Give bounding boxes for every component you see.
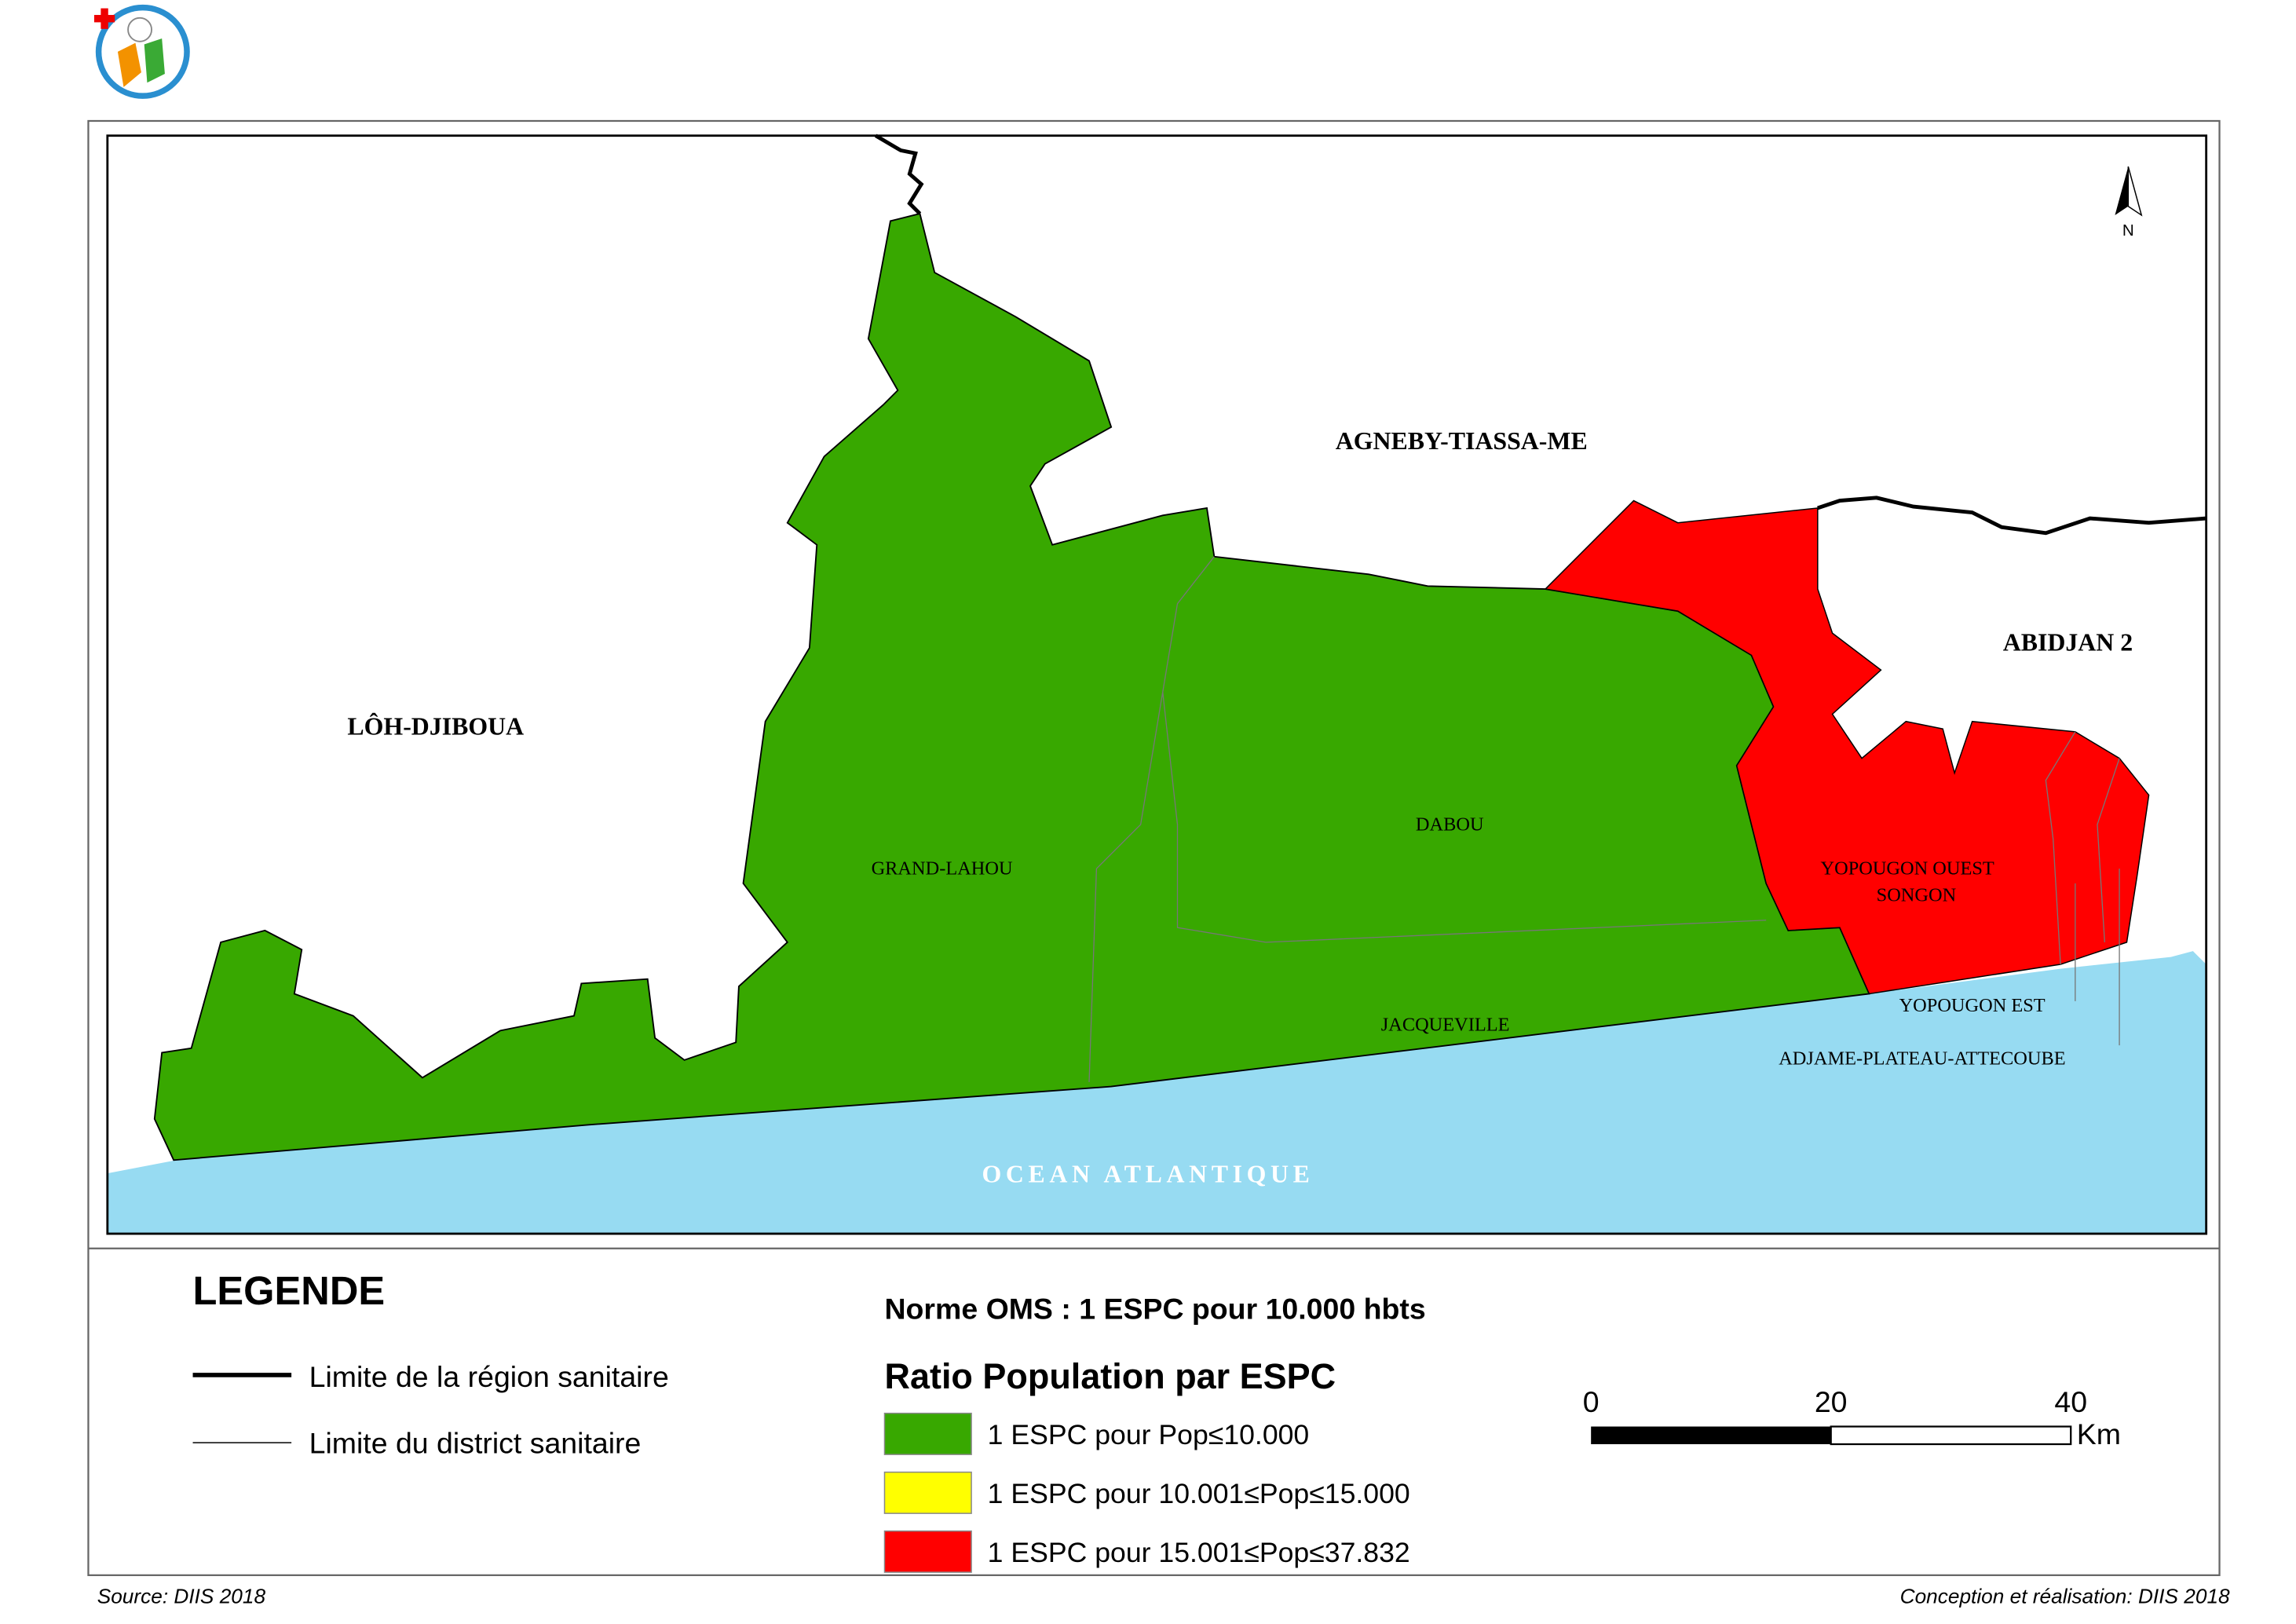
district-green [153, 212, 1870, 1161]
district-red [1544, 499, 2150, 995]
legend: LEGENDE Limite de la région sanitaire Li… [192, 1268, 2121, 1573]
legend-swatch [883, 1471, 972, 1514]
district-label: YOPOUGON OUEST [1821, 858, 1994, 880]
scale-unit: Km [2077, 1417, 2121, 1450]
legend-swatch [883, 1412, 972, 1455]
scale-label: 40 [2054, 1385, 2087, 1418]
map: AGNEBY-TIASSA-ME LÔH-DJIBOUA ABIDJAN 2 O… [106, 134, 2208, 1235]
labels: AGNEBY-TIASSA-ME LÔH-DJIBOUA ABIDJAN 2 O… [347, 427, 2133, 1187]
ocean [107, 951, 2206, 1234]
legend-class-label: 1 ESPC pour 15.001≤Pop≤37.832 [988, 1537, 1410, 1568]
region-label: ABIDJAN 2 [2003, 629, 2133, 657]
district-label: GRAND-LAHOU [872, 858, 1013, 880]
legend-swatch [883, 1530, 972, 1573]
district-label: ADJAME-PLATEAU-ATTECOUBE [1779, 1048, 2065, 1069]
legend-class-label: 1 ESPC pour Pop≤10.000 [988, 1419, 1310, 1450]
north-label: N [2122, 221, 2134, 240]
scale-bar: 0 20 40 Km [1583, 1385, 2121, 1450]
legend-line-label: Limite de la région sanitaire [309, 1360, 669, 1393]
north-arrow: N [2115, 166, 2143, 240]
district-label: SONGON [1877, 884, 1957, 905]
scale-label: 20 [1815, 1385, 1848, 1418]
district-lines [1088, 556, 2120, 1082]
region-label: LÔH-DJIBOUA [347, 713, 524, 741]
credit: Conception et réalisation: DIIS 2018 [1900, 1584, 2230, 1608]
source: Source: DIIS 2018 [97, 1584, 266, 1608]
legend-ratio-title: Ratio Population par ESPC [884, 1356, 1336, 1396]
ocean-label: OCEAN ATLANTIQUE [982, 1160, 1314, 1187]
region-label: AGNEBY-TIASSA-ME [1336, 427, 1588, 455]
legend-norm: Norme OMS : 1 ESPC pour 10.000 hbts [884, 1293, 1425, 1326]
legend-class-label: 1 ESPC pour 10.001≤Pop≤15.000 [988, 1478, 1410, 1509]
map-frame [106, 134, 2208, 1235]
legend-classes: 1 ESPC pour Pop≤10.000 1 ESPC pour 10.001… [883, 1412, 1410, 1573]
district-label: DABOU [1416, 814, 1484, 835]
region-boundary [875, 134, 2206, 536]
district-label: JACQUEVILLE [1381, 1014, 1510, 1035]
scale-label: 0 [1583, 1385, 1600, 1418]
district-label: YOPOUGON EST [1899, 995, 2046, 1016]
logo [93, 4, 190, 99]
legend-line-label: Limite du district sanitaire [309, 1426, 642, 1459]
legend-title: LEGENDE [193, 1268, 386, 1313]
outer-frame [87, 119, 2221, 1576]
